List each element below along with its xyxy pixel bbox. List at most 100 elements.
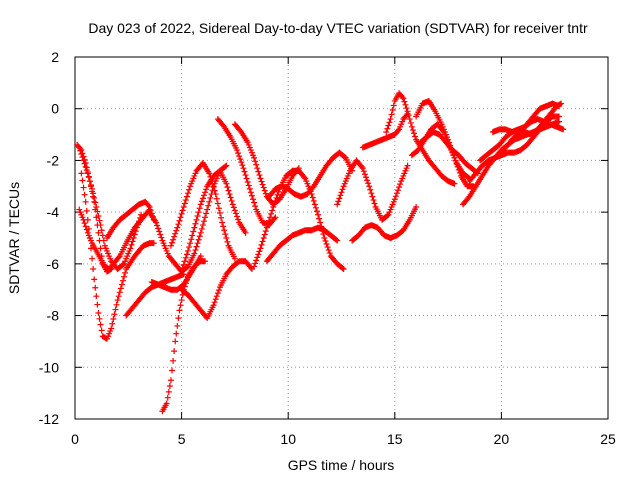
data-point bbox=[263, 224, 270, 231]
data-point bbox=[253, 257, 260, 264]
data-point bbox=[188, 236, 195, 243]
data-point bbox=[198, 225, 205, 232]
data-point bbox=[164, 394, 171, 401]
data-point bbox=[108, 325, 115, 332]
data-point bbox=[316, 215, 323, 222]
data-point bbox=[410, 130, 417, 137]
data-point bbox=[146, 203, 153, 210]
data-point bbox=[80, 216, 87, 223]
data-point bbox=[183, 277, 190, 284]
x-tick-label: 25 bbox=[600, 431, 616, 447]
data-point bbox=[186, 244, 193, 251]
data-point bbox=[402, 101, 409, 108]
data-point bbox=[214, 290, 221, 297]
data-point bbox=[240, 165, 247, 172]
data-point bbox=[239, 162, 246, 169]
data-point bbox=[167, 242, 174, 249]
data-point bbox=[111, 311, 118, 318]
data-point bbox=[401, 98, 408, 105]
data-point bbox=[202, 258, 209, 265]
data-point bbox=[128, 241, 135, 248]
data-point bbox=[179, 207, 186, 214]
data-point bbox=[369, 193, 376, 200]
data-point bbox=[118, 281, 125, 288]
data-point bbox=[223, 180, 230, 187]
data-point bbox=[246, 185, 253, 192]
data-point bbox=[396, 184, 403, 191]
data-point bbox=[86, 178, 93, 185]
data-point bbox=[399, 94, 406, 101]
data-point bbox=[83, 226, 90, 233]
data-point bbox=[150, 240, 157, 247]
data-point bbox=[216, 210, 223, 217]
data-point bbox=[182, 280, 189, 287]
data-point bbox=[260, 184, 267, 191]
data-point bbox=[191, 250, 198, 257]
data-point bbox=[272, 197, 279, 204]
x-tick-label: 15 bbox=[387, 431, 403, 447]
data-point bbox=[115, 293, 122, 300]
data-point bbox=[166, 383, 173, 390]
data-point bbox=[368, 190, 375, 197]
data-point bbox=[202, 189, 209, 196]
data-point bbox=[391, 196, 398, 203]
data-point bbox=[183, 264, 190, 271]
data-point bbox=[394, 127, 401, 134]
data-point bbox=[397, 181, 404, 188]
data-point bbox=[234, 213, 241, 220]
data-point bbox=[174, 322, 181, 329]
data-point bbox=[210, 302, 217, 309]
data-point bbox=[96, 217, 103, 224]
data-point bbox=[204, 206, 211, 213]
data-point bbox=[81, 191, 88, 198]
data-point bbox=[408, 123, 415, 130]
data-point bbox=[223, 235, 230, 241]
data-point bbox=[95, 213, 102, 220]
data-point bbox=[176, 307, 183, 314]
data-point bbox=[91, 276, 98, 283]
data-point bbox=[226, 191, 233, 198]
data-point bbox=[199, 195, 206, 202]
data-point bbox=[257, 245, 264, 252]
data-point bbox=[364, 177, 371, 184]
data-point bbox=[268, 210, 275, 217]
data-point bbox=[236, 153, 243, 160]
data-point bbox=[229, 201, 236, 208]
data-point bbox=[465, 194, 472, 201]
data-point bbox=[202, 214, 209, 221]
data-point bbox=[214, 200, 221, 207]
data-point bbox=[197, 253, 204, 260]
data-point bbox=[196, 205, 203, 212]
data-point bbox=[81, 160, 88, 167]
data-point bbox=[98, 227, 105, 234]
data-point bbox=[206, 198, 213, 205]
data-point bbox=[95, 309, 102, 316]
data-point bbox=[87, 245, 94, 252]
data-point bbox=[119, 261, 126, 268]
data-point bbox=[169, 367, 176, 374]
data-point bbox=[178, 268, 185, 275]
data-point bbox=[82, 163, 89, 170]
data-point bbox=[393, 190, 400, 197]
data-point bbox=[555, 103, 562, 110]
data-point bbox=[114, 297, 121, 304]
data-point bbox=[247, 264, 254, 271]
data-point bbox=[309, 194, 316, 201]
y-tick-label: 0 bbox=[51, 101, 59, 117]
data-point bbox=[360, 168, 367, 175]
data-point bbox=[82, 198, 89, 205]
data-point bbox=[81, 220, 88, 227]
data-point bbox=[325, 247, 332, 254]
data-point bbox=[182, 197, 189, 204]
data-point bbox=[272, 214, 279, 221]
data-point bbox=[172, 338, 179, 345]
data-point bbox=[115, 254, 122, 261]
x-axis-label: GPS time / hours bbox=[288, 457, 395, 473]
data-point bbox=[252, 158, 259, 165]
data-point bbox=[301, 174, 308, 181]
data-point bbox=[224, 238, 231, 245]
data-point bbox=[225, 187, 232, 194]
data-point bbox=[251, 263, 258, 270]
data-point bbox=[234, 147, 241, 154]
